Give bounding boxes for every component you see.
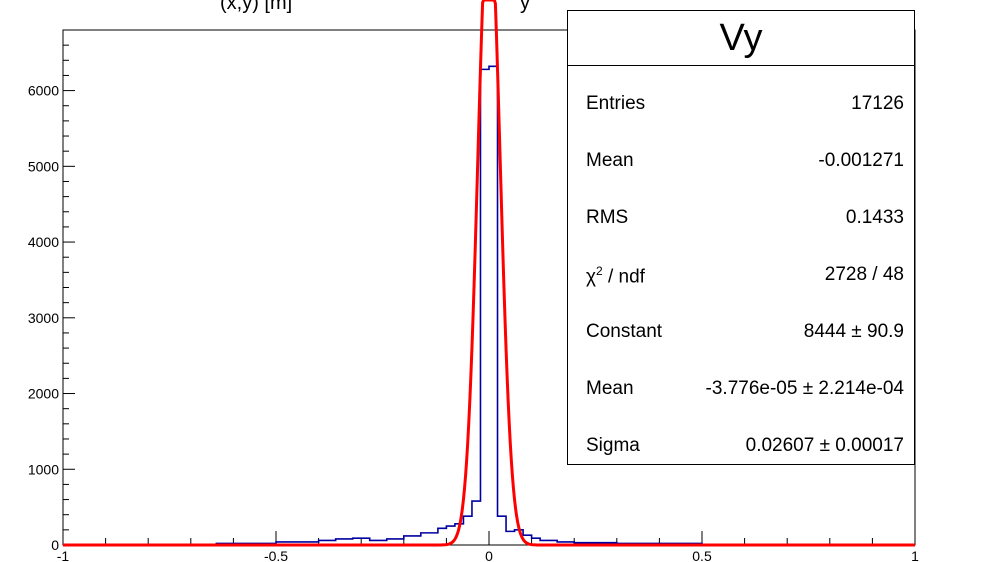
chart-title-fragment-right: y: [520, 0, 530, 14]
stats-row-entries: Entries 17126: [568, 85, 914, 125]
stats-label: Sigma: [586, 435, 640, 456]
stats-value: 0.02607 ± 0.00017: [745, 435, 904, 456]
stats-row-constant: Constant 8444 ± 90.9: [568, 313, 914, 353]
stats-row-mean: Mean -0.001271: [568, 142, 914, 182]
y-tick-label: 2000: [28, 386, 59, 402]
chi-rest: / ndf: [602, 266, 645, 288]
stats-row-fit-mean: Mean -3.776e-05 ± 2.214e-04: [568, 370, 914, 410]
stats-label: Entries: [586, 93, 646, 114]
stats-value: 17126: [851, 93, 904, 114]
chi-symbol: χ: [586, 266, 596, 288]
stats-row-chi2: χ2 / ndf 2728 / 48: [568, 256, 914, 296]
stats-value: -0.001271: [818, 150, 904, 171]
stats-value: -3.776e-05 ± 2.214e-04: [705, 378, 904, 399]
x-tick-label: -0.5: [264, 548, 288, 562]
stats-label: Mean: [586, 150, 634, 171]
stats-row-sigma: Sigma 0.02607 ± 0.00017: [568, 427, 914, 467]
y-tick-label: 1000: [28, 461, 59, 477]
gaussian-fit-curve: [63, 0, 915, 547]
y-tick-label: 0: [51, 537, 59, 553]
x-tick-label: 1: [911, 548, 919, 562]
stats-box: Vy Entries 17126 Mean -0.001271 RMS 0.14…: [567, 10, 915, 465]
y-tick-label: 6000: [28, 83, 59, 99]
x-tick-label: 0: [485, 548, 493, 562]
chi-superscript: 2: [595, 264, 603, 278]
stats-title: Vy: [568, 11, 914, 66]
x-tick-label: -1: [57, 548, 70, 562]
y-tick-label: 5000: [28, 158, 59, 174]
stats-label-chi2: χ2 / ndf: [586, 264, 645, 288]
stats-value: 0.1433: [845, 207, 904, 228]
histogram-outline: [63, 65, 915, 546]
stats-label: Constant: [586, 321, 663, 342]
y-tick-label: 3000: [28, 310, 59, 326]
stats-label: Mean: [586, 378, 634, 399]
y-tick-label: 4000: [28, 234, 59, 250]
chart-title-fragment: (x,y) [m]: [220, 0, 292, 14]
stats-row-rms: RMS 0.1433: [568, 199, 914, 239]
stats-value: 2728 / 48: [824, 264, 904, 285]
stats-label: RMS: [586, 207, 629, 228]
x-tick-label: 0.5: [692, 548, 712, 562]
stats-value: 8444 ± 90.9: [803, 321, 904, 342]
